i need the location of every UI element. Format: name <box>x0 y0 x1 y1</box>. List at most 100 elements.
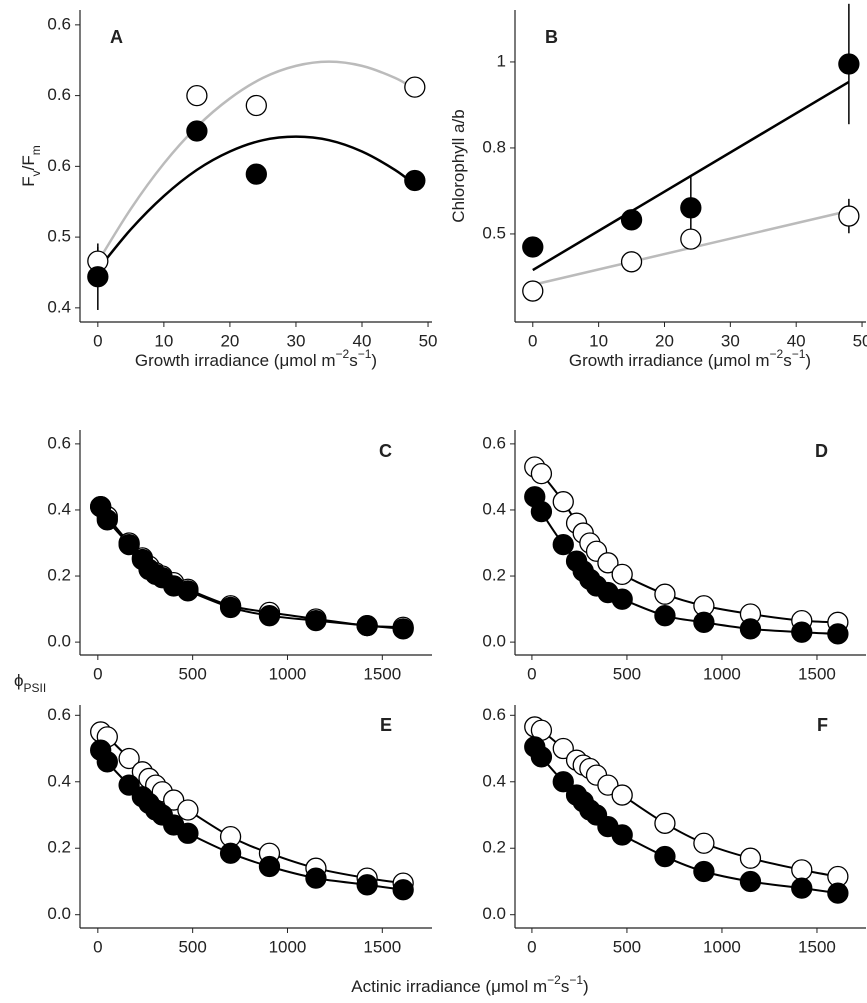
point <box>87 266 109 288</box>
point <box>552 533 574 556</box>
point <box>305 609 327 632</box>
point <box>530 500 553 523</box>
point <box>827 882 849 904</box>
shared-x-label-part: −1 <box>569 973 583 987</box>
point <box>693 611 715 633</box>
point <box>611 784 633 806</box>
x-tick-label: 0 <box>93 664 102 683</box>
point <box>620 251 643 273</box>
y-tick-label: 0.2 <box>482 838 506 857</box>
point <box>680 228 702 250</box>
y-axis-label-part: /F <box>19 155 38 170</box>
y-tick-label: 0.4 <box>47 297 71 316</box>
point <box>739 870 762 893</box>
point <box>530 462 553 485</box>
point <box>186 120 208 142</box>
y-tick-label: 0.6 <box>47 85 71 104</box>
y-tick-label: 0.0 <box>47 632 71 651</box>
x-tick-label: 1500 <box>363 937 401 956</box>
shared-x-label-part: s <box>561 977 570 996</box>
y-tick-label: 0.6 <box>47 156 71 175</box>
point <box>791 877 813 899</box>
fit-line <box>96 60 416 263</box>
x-tick-label: 50 <box>419 331 438 350</box>
point <box>356 614 378 637</box>
point <box>597 552 619 574</box>
x-axis-label-part: −2 <box>336 347 350 361</box>
point <box>739 847 762 869</box>
y-tick-label: 0.0 <box>482 632 506 651</box>
point <box>654 605 676 627</box>
y-tick-label: 0.2 <box>47 566 71 585</box>
x-tick-label: 0 <box>93 937 102 956</box>
panel-label: C <box>379 441 392 461</box>
y-axis-label-part: v <box>29 170 43 176</box>
y-axis-label-part: Chlorophyll a/b <box>449 109 468 222</box>
point <box>404 169 426 192</box>
x-tick-label: 1500 <box>798 937 836 956</box>
y-tick-label: 0.4 <box>482 771 506 790</box>
x-tick-label: 40 <box>353 331 372 350</box>
point <box>392 879 414 901</box>
point <box>356 874 378 896</box>
y-tick-label: 0.6 <box>47 705 71 724</box>
shared-x-label-part: ) <box>583 977 589 996</box>
point <box>791 859 813 881</box>
point <box>245 163 267 185</box>
shared-x-label-part: −2 <box>547 973 561 987</box>
point <box>522 280 544 302</box>
point <box>791 621 813 643</box>
panel-label: D <box>815 441 828 461</box>
point <box>177 822 199 844</box>
y-tick-label: 0.0 <box>482 904 506 923</box>
point <box>258 605 281 627</box>
y-tick-label: 0.4 <box>47 771 71 790</box>
x-axis-label-part: −2 <box>770 347 784 361</box>
x-tick-label: 0 <box>528 331 537 350</box>
x-tick-label: 1500 <box>363 664 401 683</box>
y-tick-label: 1 <box>497 51 506 70</box>
point <box>620 209 643 231</box>
point <box>530 746 553 768</box>
point <box>654 583 676 605</box>
y-tick-label: 0.6 <box>482 433 506 452</box>
y-tick-label: 0.0 <box>47 904 71 923</box>
point <box>838 53 860 75</box>
point <box>693 832 715 854</box>
point <box>611 588 633 610</box>
x-axis-label: Growth irradiance (μmol m−2s−1) <box>569 347 811 370</box>
x-tick-label: 500 <box>178 937 206 956</box>
point <box>654 845 676 868</box>
x-axis-label-part: Growth irradiance (μmol m <box>135 351 336 370</box>
point <box>96 509 118 531</box>
point <box>219 842 242 864</box>
shared-y-label: ϕPSII <box>14 671 46 695</box>
y-tick-label: 0.2 <box>482 566 506 585</box>
x-tick-label: 40 <box>787 331 806 350</box>
x-tick-label: 20 <box>220 331 239 350</box>
y-tick-label: 0.6 <box>47 433 71 452</box>
point <box>680 197 702 219</box>
x-tick-label: 500 <box>613 664 641 683</box>
y-tick-label: 0.5 <box>482 223 506 242</box>
y-tick-label: 0.4 <box>482 499 506 518</box>
x-axis-label: Growth irradiance (μmol m−2s−1) <box>135 347 377 370</box>
x-tick-label: 1000 <box>269 937 307 956</box>
x-tick-label: 50 <box>853 331 867 350</box>
point <box>739 618 762 640</box>
x-tick-label: 1500 <box>798 664 836 683</box>
fit-line <box>532 80 850 272</box>
point <box>177 799 199 821</box>
point <box>245 94 267 117</box>
x-tick-label: 500 <box>613 937 641 956</box>
y-axis-label-part: F <box>19 176 38 186</box>
y-tick-label: 0.6 <box>47 14 71 33</box>
y-tick-label: 0.5 <box>47 227 71 246</box>
point <box>611 824 633 846</box>
point <box>838 205 860 227</box>
x-axis-label-part: −1 <box>358 347 372 361</box>
x-axis-label-part: s <box>783 351 792 370</box>
point <box>258 855 281 878</box>
x-tick-label: 10 <box>154 331 173 350</box>
